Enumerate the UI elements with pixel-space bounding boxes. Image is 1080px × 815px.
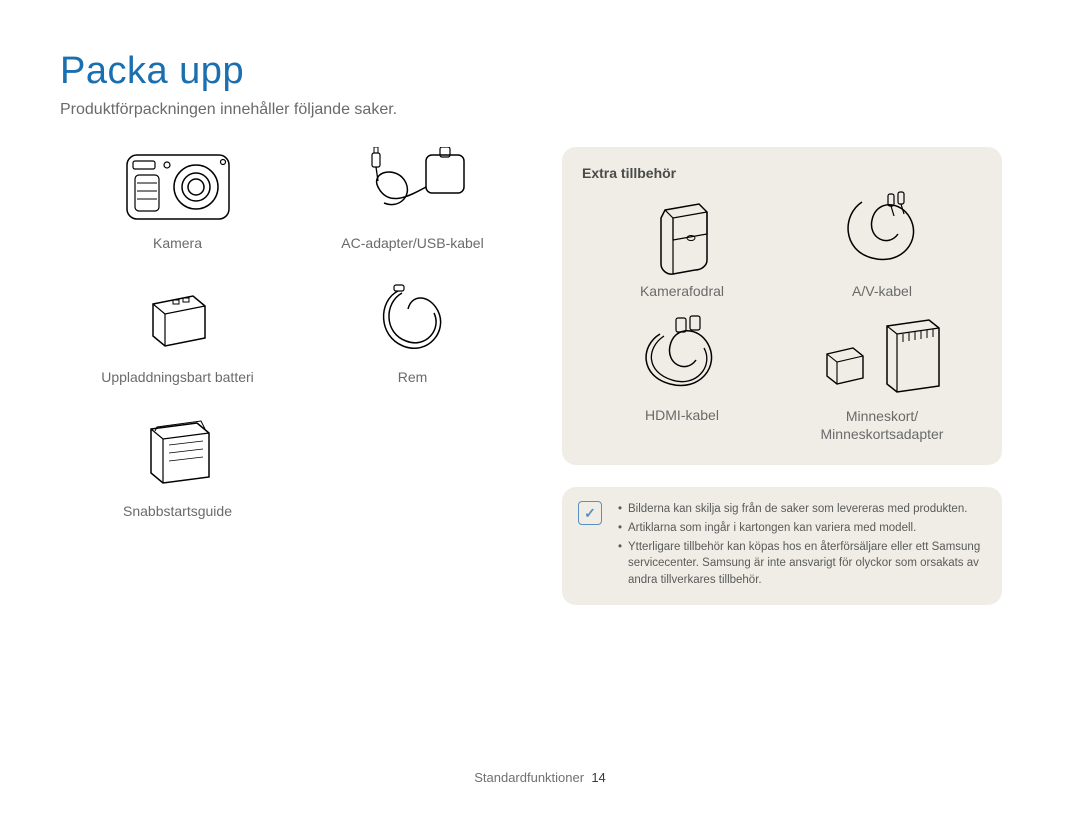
case-label: Kamerafodral	[640, 283, 724, 299]
item-camera: Kamera	[60, 147, 295, 251]
item-memory: Minneskort/ Minneskortsadapter	[782, 319, 982, 443]
footer-section: Standardfunktioner	[474, 770, 584, 785]
memory-icon	[817, 319, 947, 399]
item-adapter: AC-adapter/USB-kabel	[295, 147, 530, 251]
camera-icon	[113, 147, 243, 227]
av-cable-icon	[817, 195, 947, 275]
item-av-cable: A/V-kabel	[782, 195, 982, 299]
hdmi-cable-icon	[617, 319, 747, 399]
note-box: ✓ Bilderna kan skilja sig från de saker …	[562, 487, 1002, 604]
note-item: Artiklarna som ingår i kartongen kan var…	[618, 520, 986, 537]
page-subtitle: Produktförpackningen innehåller följande…	[60, 101, 1020, 119]
strap-label: Rem	[398, 369, 428, 385]
case-icon	[617, 195, 747, 275]
av-label: A/V-kabel	[852, 283, 912, 299]
item-case: Kamerafodral	[582, 195, 782, 299]
note-item: Bilderna kan skilja sig från de saker so…	[618, 501, 986, 518]
footer-page-number: 14	[591, 770, 605, 785]
memory-label: Minneskort/ Minneskortsadapter	[821, 407, 944, 443]
camera-label: Kamera	[153, 235, 202, 251]
guide-icon	[113, 415, 243, 495]
page-title: Packa upp	[60, 50, 1020, 93]
note-item: Ytterligare tillbehör kan köpas hos en å…	[618, 539, 986, 589]
page-footer: Standardfunktioner 14	[0, 770, 1080, 785]
included-items: Kamera AC-adapter/USB-kabel	[60, 147, 530, 605]
item-strap: Rem	[295, 281, 530, 385]
item-battery: Uppladdningsbart batteri	[60, 281, 295, 385]
hdmi-label: HDMI-kabel	[645, 407, 719, 423]
strap-icon	[348, 281, 478, 361]
adapter-icon	[348, 147, 478, 227]
battery-label: Uppladdningsbart batteri	[101, 369, 254, 385]
item-guide: Snabbstartsguide	[60, 415, 295, 519]
item-hdmi-cable: HDMI-kabel	[582, 319, 782, 443]
battery-icon	[113, 281, 243, 361]
note-list: Bilderna kan skilja sig från de saker so…	[618, 501, 986, 590]
extra-accessories-box: Extra tillbehör Kamerafodr	[562, 147, 1002, 465]
adapter-label: AC-adapter/USB-kabel	[341, 235, 483, 251]
extra-heading: Extra tillbehör	[582, 165, 982, 181]
note-icon: ✓	[578, 501, 602, 525]
guide-label: Snabbstartsguide	[123, 503, 232, 519]
